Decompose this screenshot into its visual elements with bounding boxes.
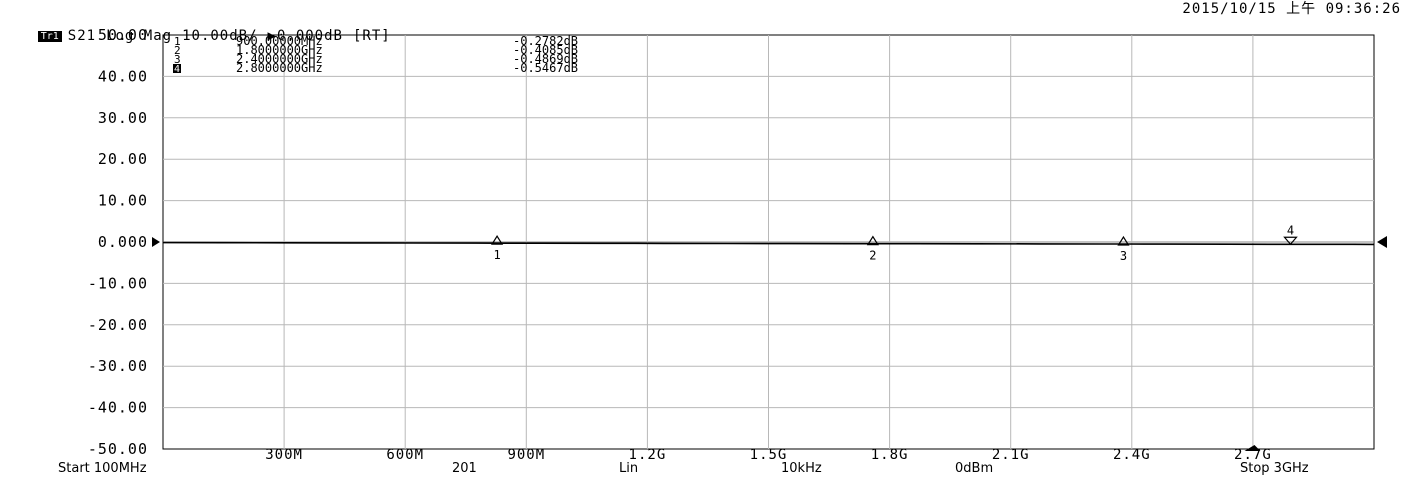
y-axis-ticks: 50.00 40.00 30.00 20.00 10.00 0.000 -10.00 -20.…: [88, 26, 148, 458]
active-marker-symbol[interactable]: [1283, 236, 1298, 246]
trace-header: Tr1 S21 Log Mag 10.00dB/ ▶0.000dB [RT]: [4, 15, 401, 57]
y-tick-label: 40.00: [98, 67, 148, 85]
trace-line: [162, 241, 1375, 246]
marker-table-id: 1: [174, 35, 181, 48]
reference-indicators: [152, 236, 1387, 451]
x-tick-label: 2.1G: [992, 447, 1030, 463]
y-tick-label: 20.00: [98, 150, 148, 168]
parameter-label[interactable]: S21: [67, 28, 97, 44]
marker-symbol[interactable]: [1117, 235, 1130, 246]
marker-table-id: 3: [174, 53, 181, 66]
trace-badge[interactable]: Tr1: [37, 31, 62, 42]
marker-table-value: -0.5467dB: [513, 61, 578, 75]
marker-symbol[interactable]: [866, 235, 879, 246]
reference-label[interactable]: ▶0.000dB: [267, 28, 343, 44]
x-tick-label: 600M: [386, 447, 424, 463]
datetime-display: 2015/10/15 上午 09:36:26: [1182, 1, 1401, 17]
x-tick-label: 2.7G: [1234, 447, 1272, 463]
source-power[interactable]: 0dBm: [955, 461, 994, 476]
y-tick-label: 0.000: [98, 233, 148, 251]
y-tick-label: -20.00: [88, 316, 148, 334]
scale-label[interactable]: 10.00dB/: [182, 28, 258, 44]
marker-table: 1 900.00000MHz -0.2782dB 2 1.8000000GHz -0.40…: [173, 34, 578, 75]
stop-frequency[interactable]: Stop 3GHz: [1240, 461, 1309, 476]
marker-table-id: 4: [174, 64, 180, 75]
active-marker-position-indicator: [1244, 445, 1261, 451]
marker-table-value: -0.2782dB: [513, 34, 578, 48]
marker-symbol[interactable]: [490, 235, 504, 245]
y-tick-label: 10.00: [98, 192, 148, 210]
y-tick-label: 30.00: [98, 109, 148, 127]
grid: [162, 34, 1375, 450]
start-frequency[interactable]: Start 100MHz: [58, 461, 147, 476]
marker-label: 1: [493, 248, 500, 262]
marker-table-frequency: 900.00000MHz: [236, 34, 323, 48]
y-tick-label: -10.00: [88, 274, 148, 292]
marker-table-frequency: 1.8000000GHz: [236, 43, 323, 57]
marker-label: 2: [869, 249, 876, 263]
x-tick-label: 900M: [507, 447, 545, 463]
y-tick-label: -40.00: [88, 399, 148, 417]
sweep-points[interactable]: 201: [452, 461, 477, 476]
marker-table-value: -0.4085dB: [513, 43, 578, 57]
marker-table-id: 2: [174, 44, 181, 57]
x-axis-ticks: 300M 600M 900M 1.2G 1.5G 1.8G 2.1G 2.4G 2.7G: [265, 447, 1272, 463]
marker-table-frequency: 2.8000000GHz: [236, 61, 323, 75]
marker-table-value: -0.4869dB: [513, 52, 578, 66]
mode-label: [RT]: [352, 28, 391, 44]
trace-end-arrow: [1377, 236, 1387, 248]
if-bandwidth[interactable]: 10kHz: [781, 461, 822, 476]
y-tick-label: 50.00: [98, 26, 148, 44]
x-tick-label: 1.2G: [629, 447, 667, 463]
marker-label: 4: [1287, 223, 1294, 237]
x-tick-label: 2.4G: [1113, 447, 1151, 463]
y-tick-label: -30.00: [88, 357, 148, 375]
sweep-type[interactable]: Lin: [619, 461, 639, 476]
markers: 1 2 3 4: [490, 223, 1298, 263]
x-tick-label: 300M: [265, 447, 303, 463]
marker-label: 3: [1120, 249, 1127, 263]
marker-table-frequency: 2.4000000GHz: [236, 52, 323, 66]
reference-level-arrow[interactable]: [152, 237, 160, 247]
trace: [162, 241, 1375, 246]
status-bar: Start 100MHz 201 Lin 10kHz 0dBm Stop 3GH…: [0, 460, 1407, 477]
x-tick-label: 1.5G: [750, 447, 788, 463]
format-label[interactable]: Log Mag: [106, 28, 173, 44]
y-tick-label: -50.00: [88, 440, 148, 458]
x-tick-label: 1.8G: [871, 447, 909, 463]
active-marker-badge: [173, 64, 181, 73]
